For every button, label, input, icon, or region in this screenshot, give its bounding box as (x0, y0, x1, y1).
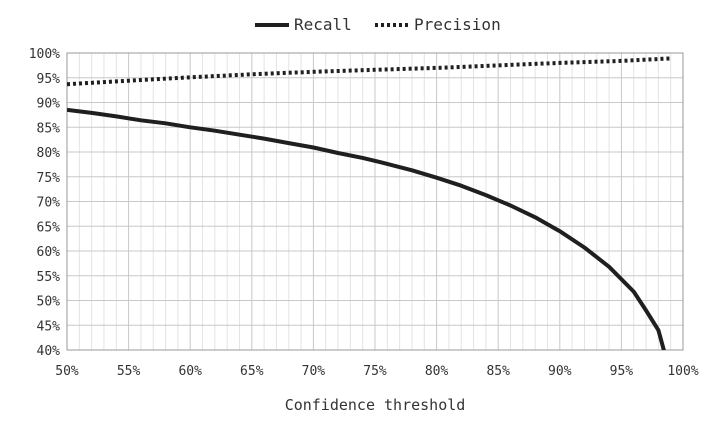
y-tick-label: 45% (37, 319, 61, 334)
y-tick-label: 90% (37, 97, 61, 112)
y-tick-label: 85% (37, 121, 61, 136)
x-tick-label: 85% (486, 364, 510, 379)
x-tick-label: 90% (548, 364, 572, 379)
y-tick-label: 55% (37, 270, 61, 285)
y-tick-label: 75% (37, 171, 61, 186)
legend: Recall Precision (255, 15, 501, 34)
y-tick-label: 50% (37, 295, 61, 310)
y-axis-tick-labels: 40% 45% 50% 55% 60% 65% 70% 75% 80% 85% 90% 95% 100% (29, 47, 60, 359)
x-tick-label: 95% (610, 364, 634, 379)
x-tick-label: 55% (117, 364, 141, 379)
series-line-recall (67, 107, 666, 350)
y-tick-label: 80% (37, 146, 61, 161)
x-tick-label: 70% (302, 364, 326, 379)
x-axis-tick-labels: 50% 55% 60% 65% 70% 75% 80% 85% 90% 95% 100% (55, 364, 699, 379)
series-line-precision (67, 56, 671, 87)
gridlines (66, 52, 684, 351)
x-tick-label: 100% (667, 364, 698, 379)
y-tick-label: 70% (37, 196, 61, 211)
legend-label-recall: Recall (294, 15, 352, 34)
y-tick-label: 40% (37, 344, 61, 359)
x-tick-label: 80% (425, 364, 449, 379)
legend-label-precision: Precision (414, 15, 501, 34)
x-axis-title: Confidence threshold (285, 396, 466, 414)
y-tick-label: 60% (37, 245, 61, 260)
x-tick-label: 75% (363, 364, 387, 379)
y-tick-label: 100% (29, 47, 60, 62)
x-tick-label: 50% (55, 364, 79, 379)
y-tick-label: 95% (37, 72, 61, 87)
plot-area-border (66, 52, 684, 351)
x-tick-label: 60% (178, 364, 202, 379)
y-tick-label: 65% (37, 220, 61, 235)
x-tick-label: 65% (240, 364, 264, 379)
series-layer (67, 56, 671, 350)
